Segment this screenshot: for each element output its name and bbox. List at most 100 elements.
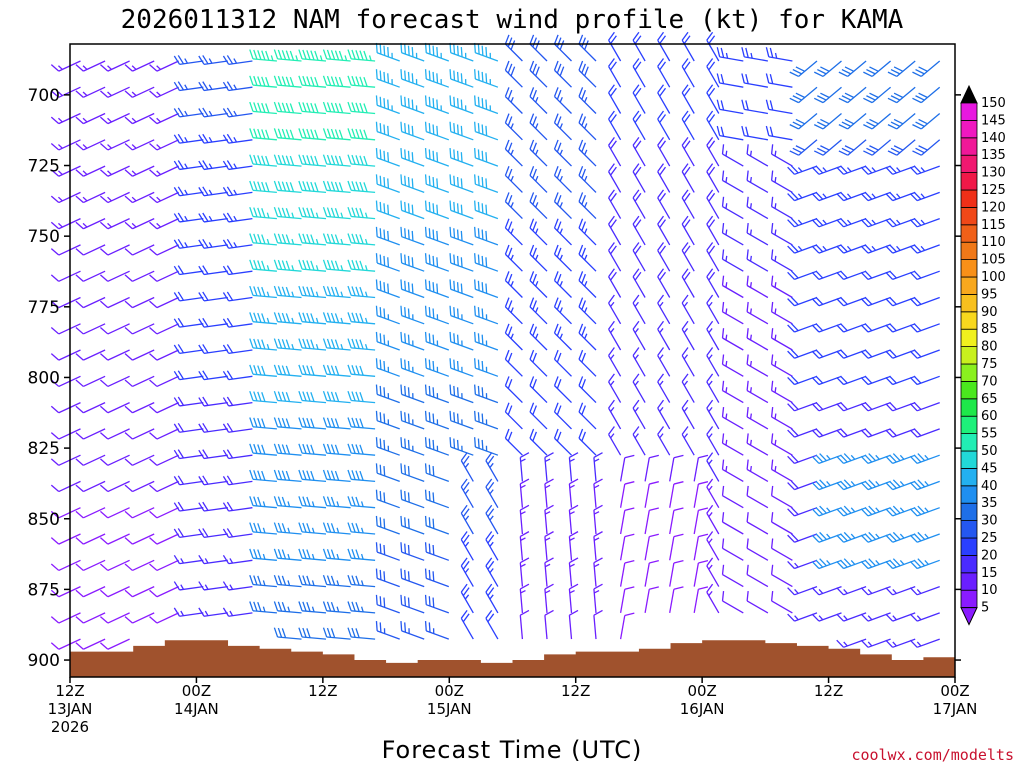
barb-flag (424, 358, 427, 369)
wind-barb (693, 533, 709, 561)
wind-barb (424, 279, 450, 299)
barb-flag (383, 413, 386, 424)
wind-barb (50, 428, 81, 440)
surface-terrain (70, 640, 955, 677)
barb-flag (50, 589, 60, 598)
wind-barb (885, 165, 916, 175)
barb-half-flag (559, 96, 563, 103)
barb-shaft (203, 191, 228, 197)
barb-flag (485, 478, 493, 488)
barb-flag (314, 76, 319, 87)
colorbar-label: 60 (981, 409, 998, 424)
barb-flag (306, 50, 311, 60)
barb-flag (75, 169, 84, 177)
barb-flag (770, 512, 774, 523)
barb-flag (428, 307, 431, 318)
barb-flag (289, 50, 295, 61)
barb-flag (285, 444, 291, 455)
wind-barb (99, 191, 130, 204)
barb-flag (432, 308, 435, 319)
wind-barb (838, 86, 867, 104)
wind-barb (578, 60, 597, 88)
barb-flag (864, 191, 873, 200)
barb-flag (815, 428, 824, 437)
wind-barb (504, 428, 523, 456)
barb-flag (698, 586, 709, 590)
barb-flag (477, 228, 480, 239)
wind-barb (632, 215, 646, 246)
barb-shaft (376, 104, 400, 115)
barb-flag (124, 90, 133, 98)
barb-flag (404, 596, 407, 607)
wind-barb (632, 347, 646, 377)
barb-flag (173, 502, 181, 512)
wind-barb (619, 559, 635, 587)
wind-barb (836, 558, 867, 570)
wind-barb (124, 586, 155, 598)
barb-flag (460, 478, 468, 488)
wind-barb (400, 437, 425, 456)
barb-flag (811, 534, 820, 543)
barb-flag (769, 47, 774, 58)
wind-barb (449, 69, 474, 88)
wind-barb (644, 586, 659, 614)
barb-flag (407, 255, 410, 266)
wind-barb (75, 507, 106, 519)
wind-barb (375, 95, 400, 115)
barb-flag (485, 283, 488, 294)
barb-half-flag (107, 117, 112, 123)
barb-shaft (798, 139, 818, 156)
barb-flag (351, 575, 356, 586)
barb-flag (474, 384, 476, 395)
wind-barb (568, 583, 579, 613)
barb-flag (285, 234, 291, 245)
barb-flag (683, 35, 691, 45)
barb-half-flag (797, 219, 803, 225)
barb-half-flag (867, 588, 873, 594)
barb-shaft (460, 460, 474, 482)
barb-flag (581, 221, 587, 231)
barb-shaft (156, 375, 179, 388)
wind-barb (657, 58, 671, 88)
barb-flag (608, 399, 615, 409)
barb-half-flag (229, 558, 234, 564)
barb-half-flag (826, 533, 831, 539)
barb-flag (913, 375, 922, 384)
barb-shaft (107, 165, 130, 177)
wind-barb (449, 253, 474, 272)
wind-barb (721, 196, 744, 220)
barb-half-flag (391, 52, 393, 59)
wind-barb (811, 270, 842, 281)
barb-flag (746, 170, 749, 181)
barb-flag (741, 125, 745, 136)
barb-flag (424, 621, 427, 631)
barb-flag (436, 230, 439, 241)
barb-flag (400, 568, 403, 579)
barb-half-flag (593, 484, 600, 489)
barb-flag (253, 443, 258, 454)
barb-flag (310, 260, 315, 271)
barb-flag (544, 583, 554, 590)
barb-flag (477, 307, 480, 318)
barb-shaft (681, 381, 695, 403)
barb-flag (721, 144, 725, 155)
barb-flag (811, 376, 820, 385)
barb-flag (285, 286, 291, 297)
colorbar-bin (960, 189, 978, 208)
barb-flag (887, 124, 898, 130)
x-tick-label: 00Z (940, 682, 969, 700)
colorbar-label: 110 (981, 235, 1006, 250)
barb-flag (334, 339, 340, 350)
wind-barb (273, 364, 302, 377)
wind-barb (706, 110, 720, 141)
barb-flag (355, 128, 360, 139)
barb-flag (75, 221, 84, 230)
barb-flag (708, 61, 716, 71)
barb-flag (634, 271, 642, 281)
barb-flag (277, 575, 283, 586)
barb-flag (383, 308, 386, 319)
barb-flag (787, 560, 795, 569)
wind-barb (75, 559, 106, 572)
barb-flag (226, 133, 234, 143)
barb-flag (885, 219, 894, 228)
